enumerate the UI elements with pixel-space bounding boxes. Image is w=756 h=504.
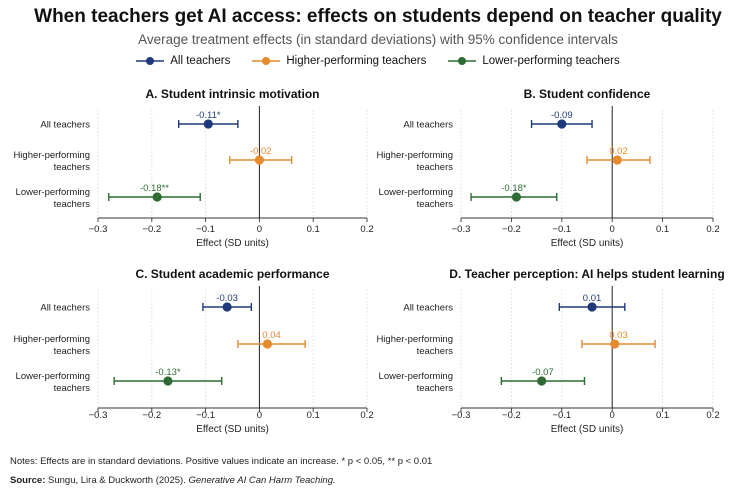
panel-2-category-label-1-1: teachers [54, 346, 91, 357]
panel-3-tick-label-2: −0.1 [552, 410, 571, 421]
panel-2-category-label-1-0: Higher-performing [13, 334, 90, 345]
panel-0-tick-label-1: −0.2 [142, 224, 161, 235]
legend-label-all: All teachers [170, 55, 231, 67]
panel-0-title: A. Student intrinsic motivation [145, 87, 319, 101]
source-text: Source: Sungu, Lira & Duckworth (2025). … [10, 475, 336, 486]
panel-2-point-2 [163, 376, 173, 386]
panel-3-title: D. Teacher perception: AI helps student … [449, 267, 724, 281]
panel-0-category-label-0: All teachers [40, 120, 90, 131]
figure-subtitle: Average treatment effects (in standard d… [138, 32, 618, 47]
panel-2-tick-label-5: 0.2 [360, 410, 373, 421]
panel-3-x-label: Effect (SD units) [551, 424, 624, 435]
panel-3-point-2 [537, 376, 547, 386]
panel-0-category-label-1-1: teachers [54, 162, 91, 173]
panel-2-data-label-1: 0.04 [262, 330, 281, 341]
panel-1-data-label-1: 0.02 [609, 146, 628, 157]
panel-3-category-label-1-1: teachers [417, 346, 454, 357]
panel-2-point-0 [222, 302, 232, 312]
panel-1-x-label: Effect (SD units) [551, 238, 624, 249]
panel-1-data-label-0: -0.09 [551, 110, 573, 121]
panel-3-tick-label-0: −0.3 [452, 410, 471, 421]
panel-2-title: C. Student academic performance [135, 267, 329, 281]
panel-2-tick-label-1: −0.2 [142, 410, 161, 421]
panel-2-category-label-0: All teachers [40, 303, 90, 314]
source-work: Generative AI Can Harm Teaching. [188, 475, 336, 486]
panel-2-data-label-2: -0.13* [155, 367, 181, 378]
panel-3-data-label-0: 0.01 [583, 293, 602, 304]
panel-1-tick-label-5: 0.2 [706, 224, 719, 235]
panel-0-point-0 [203, 119, 213, 129]
panel-1-tick-label-0: −0.3 [452, 224, 471, 235]
panel-0-tick-label-4: 0.1 [307, 224, 320, 235]
panel-1-point-0 [557, 119, 567, 129]
panel-1-category-label-1-1: teachers [417, 162, 454, 173]
panel-0-point-2 [152, 192, 162, 202]
panel-3-tick-label-4: 0.1 [656, 410, 669, 421]
legend-item-lower: Lower-performing teachers [448, 55, 620, 67]
panel-1-tick-label-3: 0 [610, 224, 615, 235]
panel-3-tick-label-1: −0.2 [502, 410, 521, 421]
panel-3-tick-label-3: 0 [610, 410, 615, 421]
legend: All teachers Higher-performing teachers … [0, 55, 756, 67]
panel-3-point-0 [587, 302, 597, 312]
panel-1-title: B. Student confidence [524, 87, 651, 101]
panel-0-tick-label-5: 0.2 [360, 224, 373, 235]
panel-0-point-1 [254, 155, 264, 165]
figure-title: When teachers get AI access: effects on … [34, 6, 722, 27]
panel-3-category-label-0: All teachers [403, 303, 453, 314]
panel-1-tick-label-1: −0.2 [502, 224, 521, 235]
legend-label-higher: Higher-performing teachers [286, 55, 427, 67]
legend-swatch-all [136, 57, 165, 65]
panel-2-tick-label-4: 0.1 [307, 410, 320, 421]
legend-label-lower: Lower-performing teachers [482, 55, 620, 67]
panel-3-point-1 [610, 339, 620, 349]
notes-text: Notes: Effects are in standard deviation… [10, 456, 433, 467]
panel-0-category-label-1-0: Higher-performing [13, 150, 90, 161]
panel-1-category-label-0: All teachers [403, 120, 453, 131]
panel-0-tick-label-3: 0 [257, 224, 262, 235]
panel-2-tick-label-3: 0 [257, 410, 262, 421]
panel-1-data-label-2: -0.18* [501, 183, 527, 194]
panel-2-point-1 [262, 339, 273, 349]
panel-1-point-1 [612, 155, 622, 165]
panel-1-category-label-1-0: Higher-performing [376, 150, 453, 161]
panel-0-data-label-1: -0.02 [250, 146, 272, 157]
source-authors: Sungu, Lira & Duckworth (2025). [48, 475, 186, 486]
source-prefix: Source: [10, 475, 46, 486]
panel-3-category-label-1-0: Higher-performing [376, 334, 453, 345]
panel-0-x-label: Effect (SD units) [196, 238, 269, 249]
panel-0-category-label-2-0: Lower-performing [16, 187, 90, 198]
panel-2-category-label-2-1: teachers [54, 383, 91, 394]
legend-swatch-higher [252, 57, 281, 65]
panel-1-category-label-2-0: Lower-performing [379, 187, 453, 198]
panel-3-data-label-1: 0.03 [609, 330, 628, 341]
panel-0-tick-label-2: −0.1 [196, 224, 215, 235]
panel-3-category-label-2-1: teachers [417, 383, 454, 394]
panel-2-tick-label-0: −0.3 [89, 410, 108, 421]
legend-item-higher: Higher-performing teachers [252, 55, 426, 67]
panel-1-point-2 [511, 192, 522, 202]
panel-3-data-label-2: -0.07 [532, 367, 554, 378]
panel-2-data-label-0: -0.03 [216, 293, 238, 304]
panel-1-tick-label-2: −0.1 [552, 224, 571, 235]
panel-3-category-label-2-0: Lower-performing [379, 371, 453, 382]
panel-1-tick-label-4: 0.1 [656, 224, 669, 235]
legend-swatch-lower [448, 57, 477, 65]
panel-3-tick-label-5: 0.2 [706, 410, 719, 421]
panel-0-data-label-0: -0.11* [196, 110, 221, 121]
panel-2-x-label: Effect (SD units) [196, 424, 269, 435]
panel-0-tick-label-0: −0.3 [89, 224, 108, 235]
panel-2-category-label-2-0: Lower-performing [16, 371, 90, 382]
panel-1-category-label-2-1: teachers [417, 199, 454, 210]
panel-0-data-label-2: -0.18** [140, 183, 169, 194]
panel-0-category-label-2-1: teachers [54, 199, 91, 210]
panel-2-tick-label-2: −0.1 [196, 410, 215, 421]
legend-item-all: All teachers [136, 55, 230, 67]
